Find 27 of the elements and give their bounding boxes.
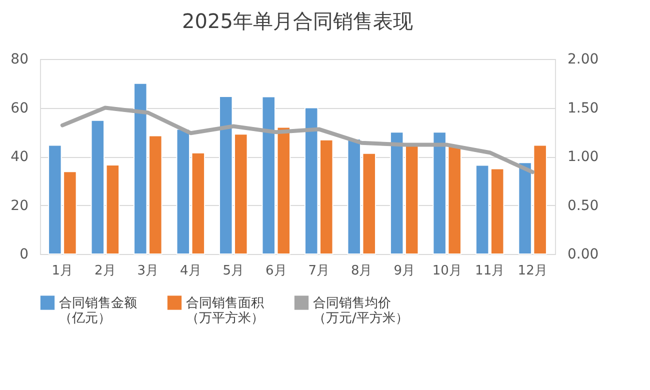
y2-tick-label: 1.50	[568, 100, 599, 116]
x-tick-label: 5月	[222, 264, 244, 278]
y-tick-label: 60	[10, 100, 28, 116]
y-tick-label: 80	[10, 52, 28, 68]
y2-tick-label: 0.00	[568, 246, 599, 262]
x-tick-label: 3月	[137, 264, 159, 278]
y2-tick-label: 1.00	[568, 149, 599, 165]
x-tick-label: 12月	[518, 264, 548, 278]
y-tick-label: 40	[10, 149, 28, 165]
x-tick-label: 6月	[265, 264, 287, 278]
x-tick-label: 1月	[52, 264, 74, 278]
legend-label: 合同销售均价（万元/平方米）	[313, 296, 408, 326]
y2-tick-label: 0.50	[568, 198, 599, 214]
x-tick-label: 4月	[180, 264, 202, 278]
y2-tick-label: 2.00	[568, 52, 599, 68]
y-tick-label: 0	[20, 246, 28, 262]
x-tick-label: 8月	[350, 264, 372, 278]
y-tick-label: 20	[10, 198, 28, 214]
line-series	[60, 106, 535, 174]
x-tick-label: 7月	[308, 264, 330, 278]
x-tick-label: 10月	[432, 264, 462, 278]
chart-title: 2025年单月合同销售表现	[182, 9, 413, 33]
legend-label: 合同销售金额（亿元）	[59, 296, 137, 326]
x-tick-label: 2月	[94, 264, 116, 278]
x-tick-label: 9月	[394, 264, 415, 278]
legend-label: 合同销售面积（万平方米）	[186, 296, 264, 326]
x-tick-label: 11月	[475, 264, 505, 278]
